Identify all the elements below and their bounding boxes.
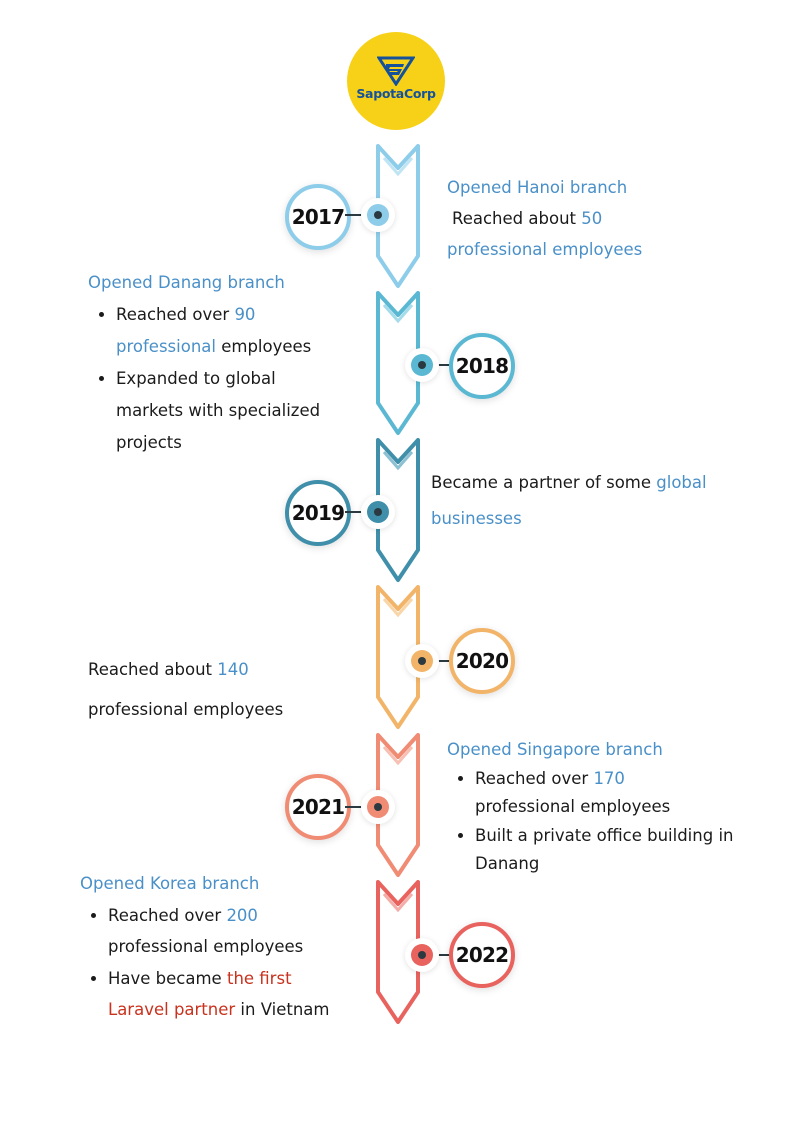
milestone-2020-text: Reached about 140 professional employees	[88, 650, 358, 730]
milestone-2020-line: Reached about 140	[88, 660, 249, 679]
milestone-2022-heading: Opened Korea branch	[80, 874, 260, 893]
year-label-2017: 2017	[291, 205, 345, 229]
connector-2021	[345, 806, 375, 808]
milestone-2020-line2: professional employees	[88, 700, 284, 719]
chevron-2017	[376, 144, 420, 288]
milestone-2022-text: Opened Korea branch Reached over 200prof…	[80, 868, 350, 1026]
year-badge-2018: 2018	[449, 333, 515, 399]
milestone-2018-bullet-2: Expanded to global markets with speciali…	[116, 363, 348, 459]
timeline-node-2022	[405, 938, 439, 972]
year-badge-2021: 2021	[285, 774, 351, 840]
sapotacorp-logo: SapotaCorp	[347, 32, 445, 130]
year-badge-2017: 2017	[285, 184, 351, 250]
milestone-2017-line2: professional employees	[447, 240, 643, 259]
year-label-2018: 2018	[455, 354, 509, 378]
milestone-2021-heading: Opened Singapore branch	[447, 740, 663, 759]
logo-emblem-icon	[377, 56, 415, 86]
chevron-2019	[376, 438, 420, 582]
milestone-2018-heading: Opened Danang branch	[88, 273, 285, 292]
milestone-2021-text: Opened Singapore branch Reached over 170…	[447, 736, 747, 879]
logo-text: SapotaCorp	[356, 86, 436, 101]
milestone-2017-line: Reached about 50	[452, 209, 603, 228]
milestone-2019-line: Became a partner of some global	[431, 473, 707, 492]
connector-2019	[345, 511, 375, 513]
chevron-2018	[376, 291, 420, 435]
timeline-node-2020	[405, 644, 439, 678]
milestone-2019-line2: businesses	[431, 509, 522, 528]
year-label-2020: 2020	[455, 649, 509, 673]
year-badge-2022: 2022	[449, 922, 515, 988]
connector-2017	[345, 214, 375, 216]
year-label-2022: 2022	[455, 943, 509, 967]
milestone-2017-heading: Opened Hanoi branch	[447, 178, 628, 197]
year-badge-2019: 2019	[285, 480, 351, 546]
milestone-2019-text: Became a partner of some global business…	[431, 465, 781, 537]
chevron-2022	[376, 880, 420, 1024]
chevron-2021	[376, 733, 420, 877]
year-label-2021: 2021	[291, 795, 345, 819]
timeline-node-2017	[361, 198, 395, 232]
year-badge-2020: 2020	[449, 628, 515, 694]
timeline-node-2018	[405, 348, 439, 382]
chevron-2020	[376, 585, 420, 729]
timeline-node-2019	[361, 495, 395, 529]
milestone-2018-text: Opened Danang branch Reached over 90prof…	[88, 267, 348, 459]
milestone-2017-text: Opened Hanoi branch Reached about 50 pro…	[447, 172, 777, 265]
timeline-node-2021	[361, 790, 395, 824]
milestone-2021-bullet-2: Built a private office building in Danan…	[475, 822, 747, 879]
year-label-2019: 2019	[291, 501, 345, 525]
